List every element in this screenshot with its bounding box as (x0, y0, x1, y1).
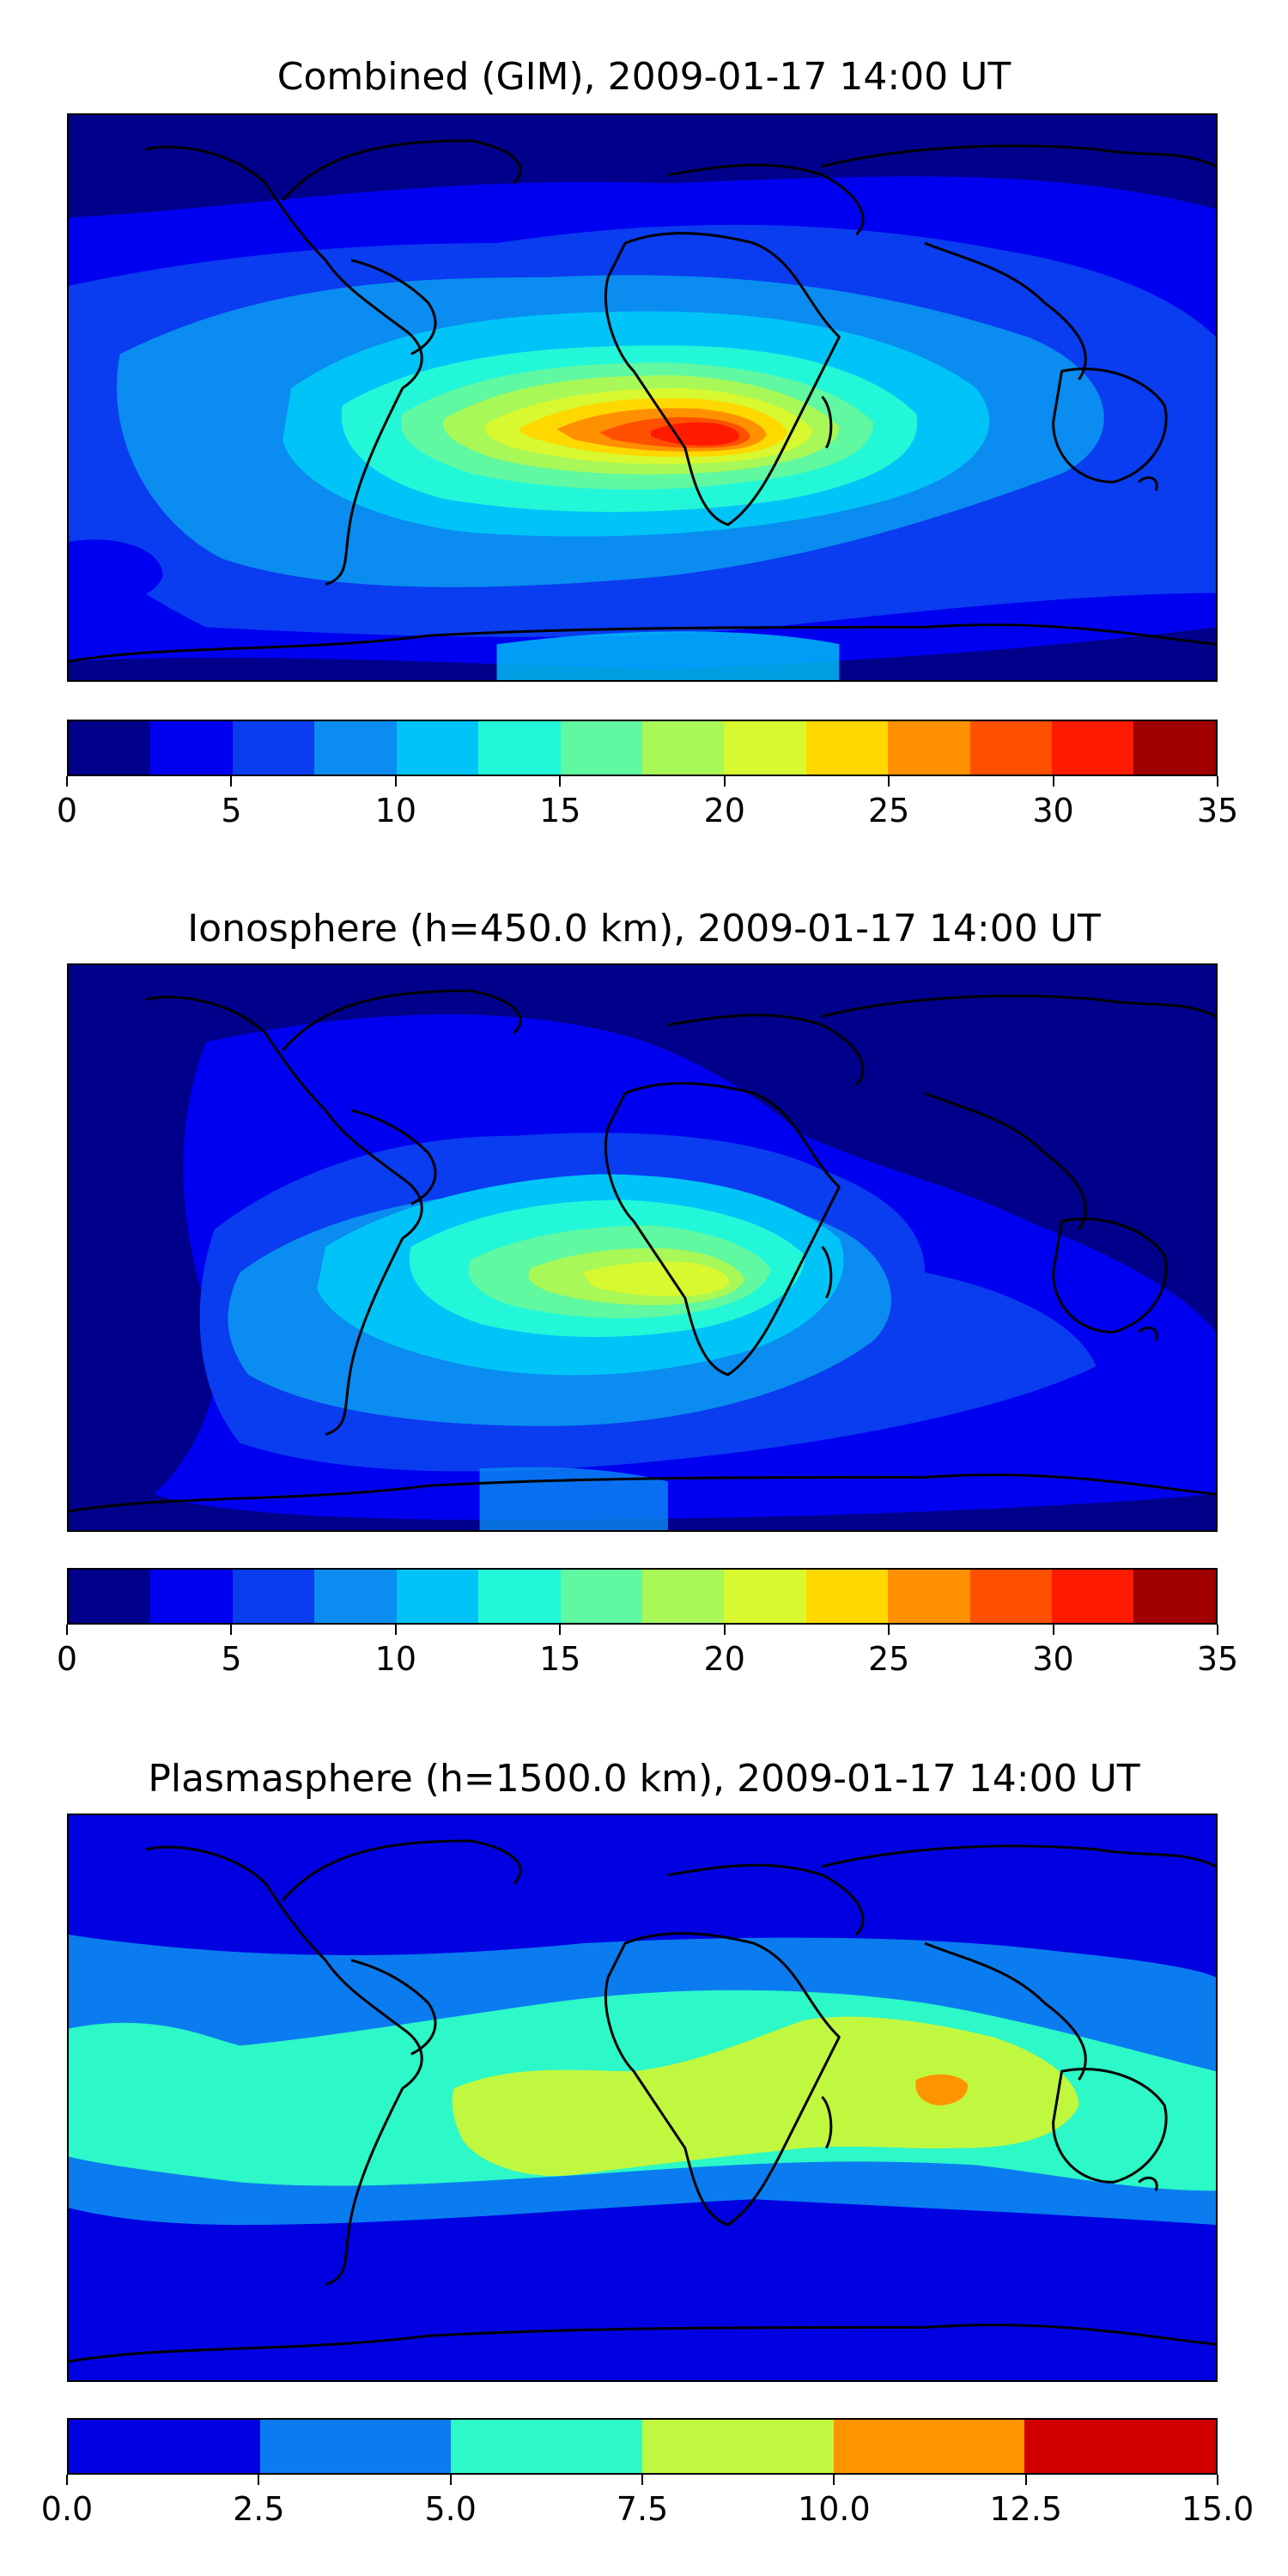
panel-1-colorbar-segment (69, 721, 151, 775)
panel-2-colorbar-segment (560, 1570, 642, 1623)
panel-3-map (67, 1814, 1218, 2382)
panel-2-colorbar-segment (1133, 1570, 1216, 1623)
colorbar-tick-label: 12.5 (989, 2490, 1062, 2528)
panel-1-colorbar-segment (1133, 721, 1216, 775)
colorbar-tick-label: 30 (1032, 792, 1074, 829)
panel-2-colorbar-segment (396, 1570, 479, 1623)
colorbar-tick-label: 0 (56, 792, 78, 829)
colorbar-tick-label: 7.5 (616, 2490, 669, 2528)
colorbar-tick-label: 0.0 (40, 2490, 94, 2528)
panel-2-colorbar-segment (150, 1570, 233, 1623)
panel-2-colorbar (67, 1568, 1218, 1625)
panel-1-colorbar-segment (724, 721, 806, 775)
colorbar-tick-label: 25 (867, 1640, 910, 1678)
panel-3-colorbar-segment (259, 2420, 452, 2473)
colorbar-tick-label: 10 (374, 792, 417, 829)
panel-2-colorbar-segment (724, 1570, 806, 1623)
colorbar-tick-label: 20 (703, 792, 745, 829)
panel-3-colorbar-segment (69, 2420, 260, 2473)
panel-2-colorbar-segment (1052, 1570, 1134, 1623)
colorbar-tick-label: 15 (539, 792, 581, 829)
panel-1-map (67, 113, 1218, 682)
panel-1-colorbar-segment (560, 721, 642, 775)
panel-1-contour-map (69, 115, 1216, 680)
colorbar-tick-label: 20 (703, 1640, 745, 1678)
colorbar-tick-label: 0 (56, 1640, 78, 1678)
panel-1-colorbar-segment (396, 721, 479, 775)
colorbar-tick-label: 15 (539, 1640, 581, 1678)
panel-2-colorbar-segment (232, 1570, 315, 1623)
panel-3-title: Plasmasphere (h=1500.0 km), 2009-01-17 1… (148, 1757, 1140, 1801)
panel-2-colorbar-segment (969, 1570, 1053, 1623)
panel-3-colorbar-segment (833, 2420, 1025, 2473)
panel-3-contour-map (69, 1815, 1216, 2380)
colorbar-tick-label: 35 (1196, 1640, 1239, 1678)
colorbar-tick-label: 5 (221, 1640, 242, 1678)
panel-2-map (67, 963, 1218, 1532)
panel-1-colorbar-segment (641, 721, 725, 775)
panel-2-colorbar-segment (888, 1570, 970, 1623)
colorbar-tick-label: 25 (867, 792, 910, 829)
panel-3-colorbar-segment (451, 2420, 643, 2473)
panel-2-colorbar-segment (641, 1570, 725, 1623)
panel-1-title: Combined (GIM), 2009-01-17 14:00 UT (276, 55, 1012, 99)
panel-3-coastlines (69, 1839, 1216, 2363)
colorbar-tick-label: 15.0 (1181, 2490, 1255, 2528)
panel-3-colorbar-segment (1024, 2420, 1217, 2473)
panel-1-colorbar-ticks: 0 5 10 15 20 25 30 35 (57, 776, 1238, 829)
colorbar-tick-label: 10 (374, 1640, 417, 1678)
panel-2-colorbar-segment (478, 1570, 561, 1623)
panel-1-colorbar (67, 720, 1218, 776)
colorbar-tick-label: 30 (1032, 1640, 1074, 1678)
panel-1-colorbar-segment (232, 721, 315, 775)
colorbar-tick-label: 10.0 (798, 2490, 871, 2528)
panel-2-coastlines (69, 989, 1216, 1513)
colorbar-tick-label: 5.0 (424, 2490, 477, 2528)
panel-2-colorbar-segment (69, 1570, 151, 1623)
panel-1-colorbar-segment (888, 721, 970, 775)
panel-2-colorbar-segment (805, 1570, 889, 1623)
panel-1-colorbar-segment (150, 721, 233, 775)
panel-2-colorbar-ticks: 0 5 10 15 20 25 30 35 (57, 1625, 1238, 1678)
panel-3-colorbar-segment (642, 2420, 834, 2473)
panel-2-colorbar-segment (314, 1570, 397, 1623)
panel-1-coastlines (69, 139, 1216, 663)
panel-3-colorbar-ticks: 0.0 2.5 5.0 7.5 10.0 12.5 15.0 (41, 2475, 1254, 2528)
panel-1-colorbar-segment (969, 721, 1053, 775)
colorbar-tick-label: 5 (221, 792, 242, 829)
panel-1-colorbar-segment (805, 721, 889, 775)
panel-1-colorbar-segment (314, 721, 397, 775)
panel-2-title: Ionosphere (h=450.0 km), 2009-01-17 14:0… (187, 907, 1101, 951)
colorbar-tick-label: 35 (1196, 792, 1239, 829)
panel-1-colorbar-segment (478, 721, 561, 775)
colorbar-tick-label: 2.5 (233, 2490, 285, 2528)
panel-1-colorbar-segment (1052, 721, 1134, 775)
panel-2-contour-map (69, 965, 1216, 1530)
panel-3-colorbar (67, 2418, 1218, 2475)
